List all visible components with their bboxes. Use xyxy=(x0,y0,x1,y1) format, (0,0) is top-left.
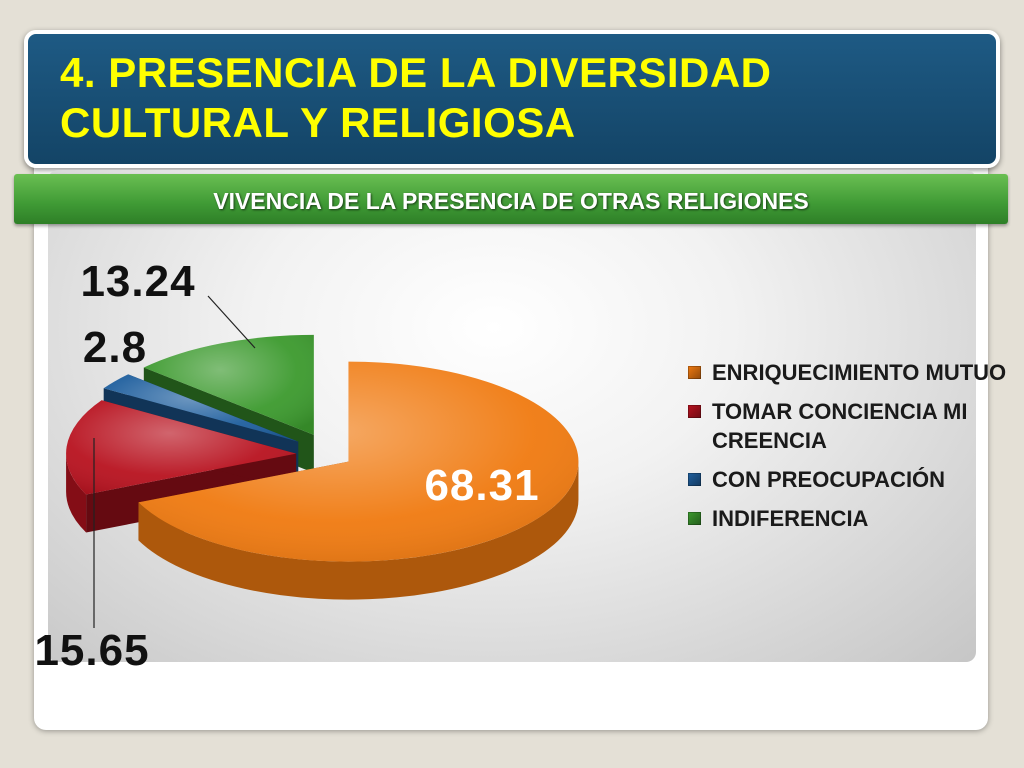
slide-title-line-1: 4. PRESENCIA DE LA DIVERSIDAD xyxy=(60,49,772,96)
legend-swatch xyxy=(688,366,701,379)
legend-label: CON PREOCUPACIÓN xyxy=(712,467,946,492)
slide-title: 4. PRESENCIA DE LA DIVERSIDAD CULTURAL Y… xyxy=(60,48,960,148)
legend-label: TOMAR CONCIENCIA MI CREENCIA xyxy=(712,399,968,453)
chart-title-banner: VIVENCIA DE LA PRESENCIA DE OTRAS RELIGI… xyxy=(14,174,1008,224)
legend-swatch xyxy=(688,512,701,525)
legend-swatch xyxy=(688,473,701,486)
data-label: 15.65 xyxy=(34,626,149,675)
pie-slice-highlight xyxy=(143,334,314,435)
pie-slice-highlight xyxy=(138,361,579,562)
legend-item: TOMAR CONCIENCIA MI CREENCIA xyxy=(688,397,1018,455)
pie-slice-rim xyxy=(138,461,579,600)
leader-line xyxy=(207,295,256,349)
legend-label: INDIFERENCIA xyxy=(712,506,869,531)
chart-title: VIVENCIA DE LA PRESENCIA DE OTRAS RELIGI… xyxy=(213,188,809,214)
legend-swatch xyxy=(688,405,701,418)
pie-slice xyxy=(138,361,579,600)
title-bar: 4. PRESENCIA DE LA DIVERSIDAD CULTURAL Y… xyxy=(24,30,1000,168)
legend-item: CON PREOCUPACIÓN xyxy=(688,465,1018,494)
pie-slice-rim xyxy=(66,453,87,533)
pie-slice-highlight xyxy=(66,400,297,495)
slide-title-line-2: CULTURAL Y RELIGIOSA xyxy=(60,99,576,146)
data-label: 13.24 xyxy=(80,257,195,306)
legend-label: ENRIQUECIMIENTO MUTUO xyxy=(712,360,1007,385)
legend-item: ENRIQUECIMIENTO MUTUO xyxy=(688,358,1018,387)
pie-slice-highlight xyxy=(103,374,299,442)
legend-item: INDIFERENCIA xyxy=(688,504,1018,533)
data-label: 2.8 xyxy=(83,323,147,372)
data-label: 68.31 xyxy=(424,461,539,510)
chart-legend: ENRIQUECIMIENTO MUTUO TOMAR CONCIENCIA M… xyxy=(688,358,1018,543)
